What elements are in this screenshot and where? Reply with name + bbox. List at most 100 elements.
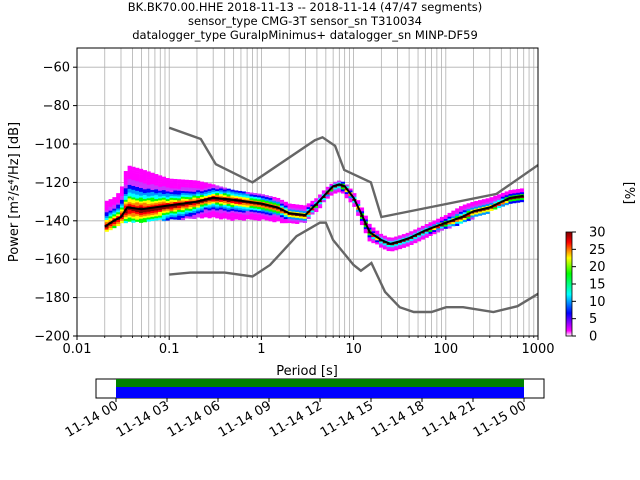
psd-cell [367, 223, 372, 227]
psd-cell [226, 190, 231, 193]
psd-cell [497, 196, 502, 199]
psd-cell [188, 195, 193, 198]
psd-cell [150, 205, 155, 208]
psd-cell [215, 195, 220, 198]
psd-cell [356, 209, 361, 212]
psd-cell [401, 245, 406, 248]
psd-cell [104, 229, 109, 232]
psd-cell [108, 202, 113, 206]
psd-cell [504, 195, 509, 198]
psd-cell [470, 203, 475, 207]
psd-cell [394, 248, 399, 251]
psd-cell [348, 198, 353, 201]
psd-cell [177, 190, 182, 193]
psd-cell [466, 216, 471, 219]
psd-cell [184, 179, 189, 182]
psd-cell [295, 221, 300, 224]
psd-cell [108, 216, 113, 219]
psd-cell [203, 215, 208, 218]
psd-cell [215, 208, 220, 211]
psd-cell [268, 217, 273, 220]
psd-cell [116, 216, 121, 219]
psd-cell [154, 216, 159, 219]
psd-cell [142, 173, 147, 177]
psd-cell [283, 215, 288, 218]
psd-cell [142, 220, 147, 223]
colorbar-label: [%] [621, 182, 636, 205]
psd-cell [219, 201, 224, 205]
psd-cell [180, 204, 186, 207]
psd-cell [390, 247, 395, 250]
psd-cell [192, 193, 197, 196]
psd-cell [257, 205, 262, 208]
psd-cell [234, 201, 239, 205]
psd-cell [470, 215, 475, 218]
psd-cell [260, 200, 266, 203]
psd-cell [150, 209, 155, 212]
psd-cell [390, 245, 395, 248]
psd-cell [146, 198, 151, 201]
psd-cell [123, 184, 128, 187]
psd-cell [295, 215, 300, 219]
psd-cell [127, 183, 132, 186]
psd-cell [207, 200, 212, 203]
psd-cell [378, 241, 384, 244]
psd-cell [493, 201, 498, 204]
psd-cell [268, 201, 273, 205]
psd-cell [203, 207, 208, 210]
psd-cell [165, 185, 170, 188]
psd-cell [180, 183, 186, 186]
psd-cell [169, 213, 174, 216]
psd-cell [325, 192, 330, 195]
colorbar-tick-label: 0 [589, 330, 597, 345]
psd-cell [458, 221, 464, 224]
psd-cell [135, 202, 140, 205]
psd-cell [131, 203, 136, 206]
psd-cell [180, 194, 186, 198]
psd-cell [485, 200, 490, 203]
psd-cell [154, 183, 159, 186]
psd-cell [474, 210, 479, 213]
psd-cell [249, 198, 254, 201]
psd-cell [295, 208, 300, 211]
psd-cell [257, 214, 262, 217]
psd-cell [272, 198, 277, 202]
psd-cell [169, 205, 174, 208]
psd-cell [226, 215, 231, 218]
psd-cell [158, 202, 163, 205]
psd-cell [139, 182, 144, 185]
psd-cell [348, 188, 353, 191]
psd-cell [219, 217, 224, 220]
psd-cell [112, 222, 117, 225]
psd-cell [196, 194, 201, 197]
psd-cell [226, 188, 231, 191]
psd-cell [215, 212, 220, 215]
psd-cell [458, 219, 464, 222]
psd-cell [158, 198, 163, 201]
psd-cell [131, 191, 136, 194]
psd-cell [146, 194, 151, 197]
psd-cell [150, 174, 155, 177]
psd-cell [127, 211, 132, 215]
psd-cell [508, 199, 513, 202]
psd-cell [500, 192, 505, 196]
psd-cell [500, 204, 505, 207]
psd-cell [413, 229, 418, 232]
psd-cell [257, 197, 262, 200]
psd-cell [493, 195, 498, 198]
psd-cell [158, 215, 163, 218]
psd-cell [161, 218, 166, 222]
psd-cell [264, 210, 269, 213]
psd-cell [161, 207, 166, 210]
psd-cell [474, 204, 479, 208]
psd-cell [123, 215, 128, 218]
psd-cell [108, 204, 113, 208]
psd-cell [211, 193, 216, 197]
psd-cell [222, 195, 227, 198]
psd-cell [260, 198, 266, 201]
psd-cell [173, 182, 178, 186]
psd-cell [260, 203, 266, 207]
psd-cell [112, 216, 117, 219]
psd-cell [146, 190, 151, 193]
psd-cell [420, 237, 425, 240]
